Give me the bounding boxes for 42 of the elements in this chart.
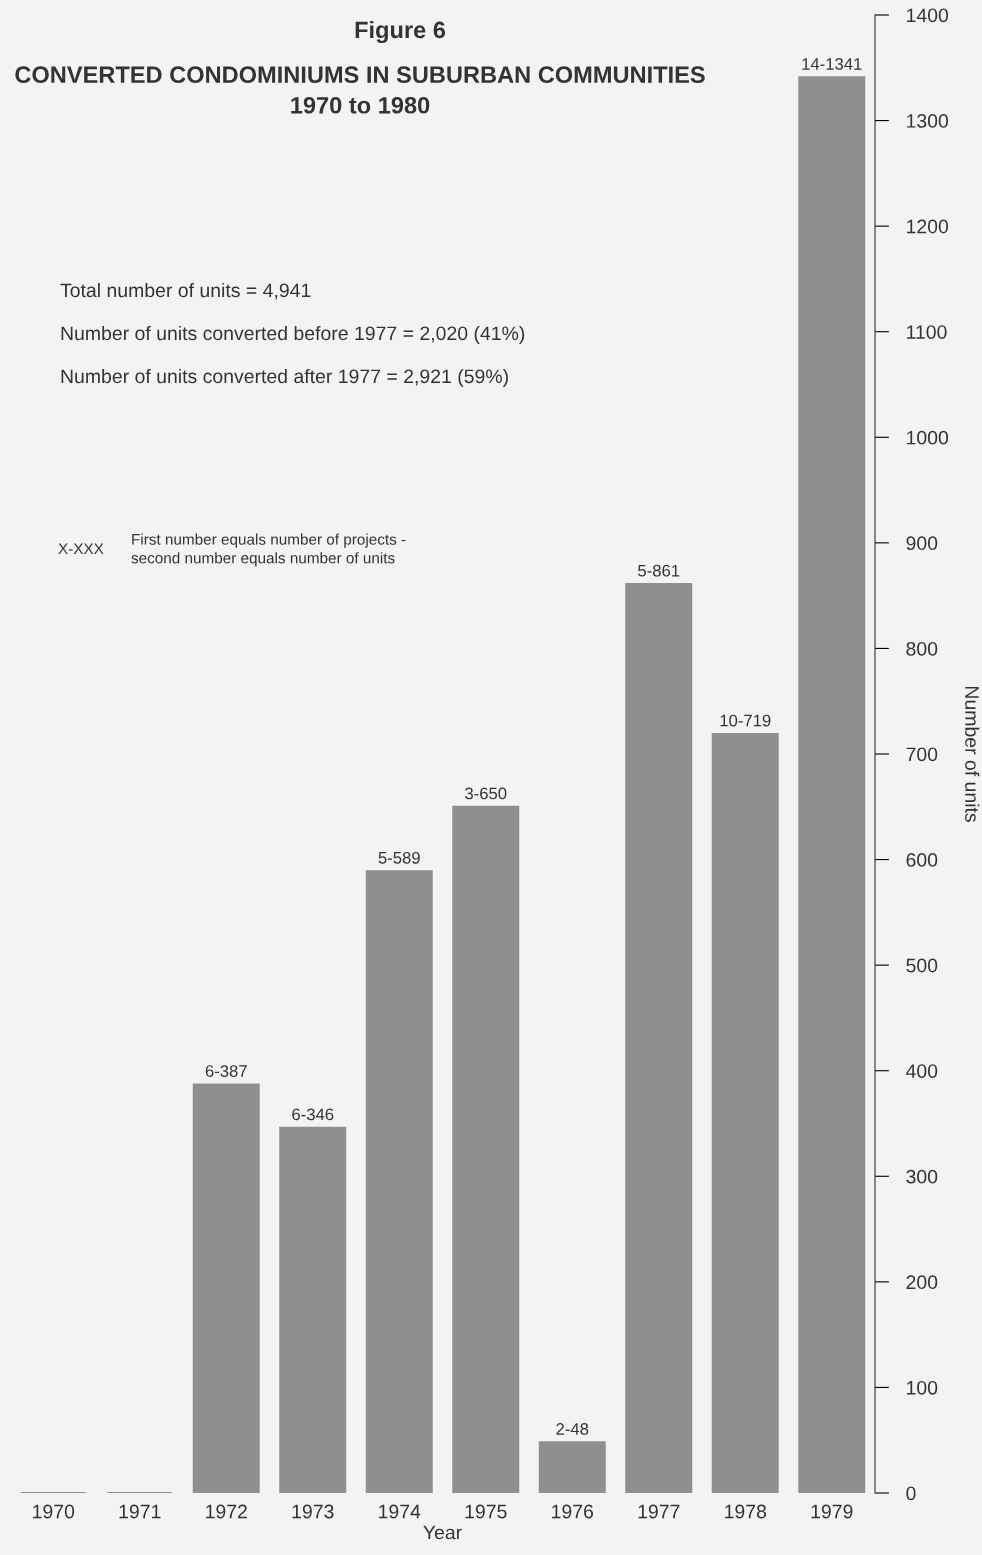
chart-title: Figure 6 [355, 20, 446, 44]
data-label: 5-589 [378, 851, 420, 864]
annotation: Total number of units = 4,941 [60, 282, 311, 300]
x-tick-label: 1974 [379, 1504, 421, 1519]
y-tick-label: 300 [906, 1169, 938, 1184]
x-tick-label: 1970 [33, 1504, 75, 1519]
y-tick-label: 400 [906, 1064, 938, 1078]
y-tick-label: 0 [906, 1486, 916, 1501]
y-tick-label: 100 [907, 1380, 938, 1395]
y-tick-label: 1000 [907, 430, 949, 445]
annotation: Number of units converted after 1977 = 2,921 (59%) [61, 368, 508, 388]
y-tick-label: 1400 [907, 8, 949, 23]
y-tick-label: 900 [906, 536, 938, 551]
annotation: Number of units converted before 1977 = 2,020 (41%) [61, 325, 525, 345]
y-axis-title: Number of units [965, 686, 980, 822]
x-tick-label: 1976 [552, 1504, 594, 1519]
x-tick-label: 1977 [638, 1504, 680, 1519]
data-label: 10-719 [720, 714, 771, 727]
annotation: X-XXX [58, 543, 104, 554]
x-axis-title: Year [423, 1525, 462, 1540]
y-tick-label: 700 [906, 747, 938, 762]
x-tick-label: 1972 [206, 1504, 247, 1519]
y-tick-label: 1200 [907, 219, 949, 234]
y-tick-label: 200 [906, 1275, 938, 1290]
x-tick-label: 1979 [811, 1504, 853, 1519]
x-tick-label: 1971 [119, 1504, 161, 1519]
data-label: 5-861 [638, 564, 680, 577]
annotation: First number equals number of projects - second number equals number of units [131, 533, 406, 567]
data-label: 2-48 [556, 1423, 589, 1435]
x-tick-label: 1973 [292, 1504, 334, 1519]
text: CONVERTED CONDOMINIUMS IN SUBURBAN COMMUNITIES 1970 to 1980 [15, 66, 705, 114]
y-tick-label: 500 [906, 958, 938, 973]
data-label: 6-387 [205, 1065, 247, 1077]
data-label: 6-346 [292, 1108, 334, 1121]
data-label: 3-650 [465, 787, 507, 800]
data-label: 14-1341 [802, 58, 862, 70]
y-tick-label: 600 [906, 853, 938, 867]
y-tick-label: 800 [906, 641, 938, 656]
x-tick-label: 1978 [725, 1504, 767, 1519]
y-tick-label: 1100 [907, 325, 947, 339]
y-tick-label: 1300 [907, 114, 949, 128]
x-tick-label: 1975 [465, 1504, 507, 1519]
